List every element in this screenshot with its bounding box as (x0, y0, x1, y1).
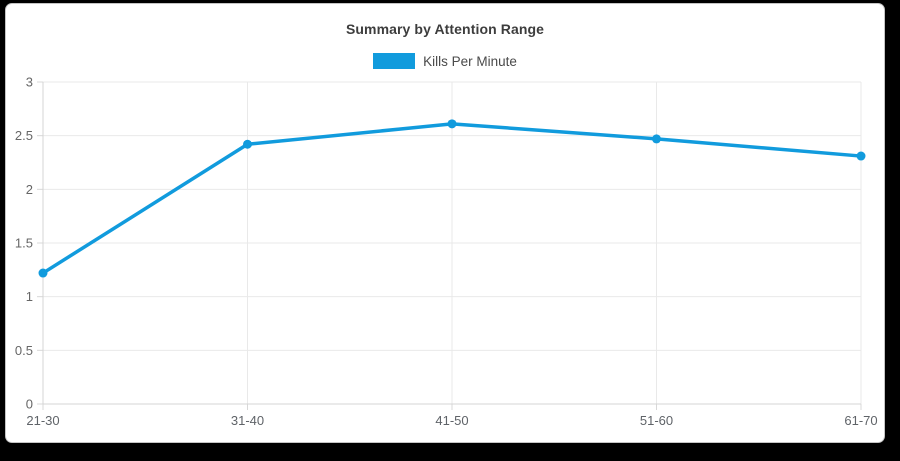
data-point-61-70[interactable] (856, 151, 866, 161)
y-tick-label: 1 (26, 289, 33, 304)
legend-swatch (373, 53, 416, 69)
x-tick-label: 21-30 (26, 413, 59, 428)
line-chart-plot: 0 0.5 1 1.5 2 2.5 3 21-30 31-40 41-50 51-60 61-70 (15, 75, 878, 429)
y-tick-label: 2.5 (15, 128, 33, 143)
chart-card: Summary by Attention Range Kills Per Min… (5, 3, 885, 443)
y-tick-label: 2 (26, 182, 33, 197)
data-point-41-50[interactable] (447, 119, 457, 129)
data-point-51-60[interactable] (652, 134, 661, 144)
x-tick-label: 51-60 (640, 413, 673, 428)
x-tick-label: 61-70 (844, 413, 877, 428)
legend-label: Kills Per Minute (423, 53, 517, 69)
y-tick-label: 0.5 (15, 343, 33, 358)
chart-title: Summary by Attention Range (345, 21, 545, 37)
y-tick-label: 1.5 (15, 236, 33, 251)
data-point-31-40[interactable] (243, 139, 252, 149)
x-tick-label: 41-50 (435, 413, 468, 428)
x-tick-label: 31-40 (231, 413, 264, 428)
y-tick-label: 0 (26, 397, 33, 412)
data-point-21-30[interactable] (38, 268, 48, 278)
legend-item[interactable]: Kills Per Minute (6, 53, 884, 69)
y-tick-label: 3 (26, 75, 33, 90)
